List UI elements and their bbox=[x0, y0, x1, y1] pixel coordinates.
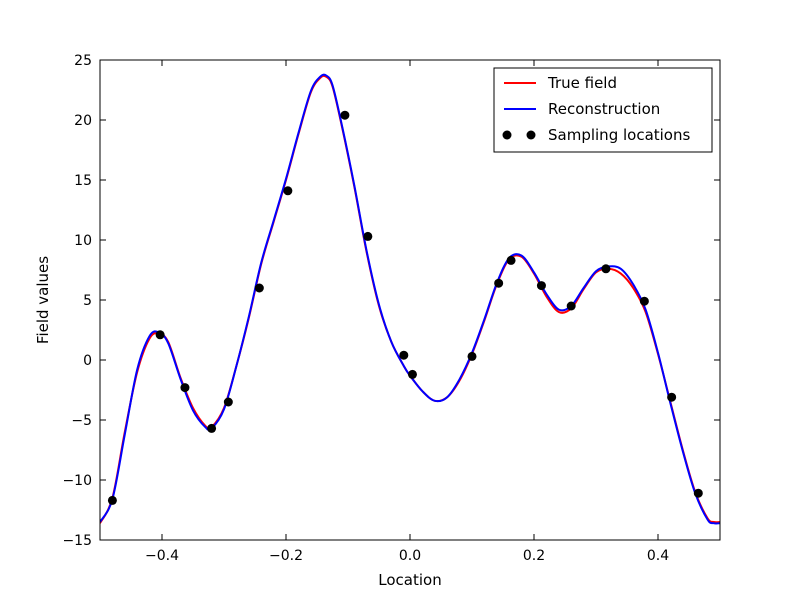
legend-label-sampling-locations: Sampling locations bbox=[548, 126, 690, 144]
sampling-point bbox=[467, 351, 477, 361]
sampling-point bbox=[283, 186, 293, 196]
y-tick-label: 10 bbox=[74, 233, 92, 249]
legend-swatch-sampling-dot-1 bbox=[502, 130, 512, 140]
y-tick-label: 0 bbox=[83, 353, 92, 369]
legend-label-true-field: True field bbox=[547, 74, 617, 92]
sampling-point bbox=[494, 278, 504, 288]
legend: True field Reconstruction Sampling locat… bbox=[493, 67, 713, 153]
series-line-reconstruction bbox=[100, 73, 720, 525]
x-axis-label: Location bbox=[378, 571, 441, 589]
sampling-point bbox=[107, 495, 117, 505]
x-tick-label: 0.2 bbox=[523, 548, 545, 564]
marker-layer bbox=[107, 110, 703, 505]
x-tick-label: −0.2 bbox=[269, 548, 303, 564]
x-tick-label: −0.4 bbox=[145, 548, 179, 564]
y-tick-label: 5 bbox=[83, 293, 92, 309]
sampling-point bbox=[180, 383, 190, 393]
sampling-point bbox=[207, 423, 217, 433]
sampling-point bbox=[340, 110, 350, 120]
sampling-point bbox=[536, 281, 546, 291]
y-tick-label: −5 bbox=[71, 413, 92, 429]
legend-label-reconstruction: Reconstruction bbox=[548, 100, 660, 118]
y-tick-label: −15 bbox=[62, 533, 92, 549]
sampling-point bbox=[566, 301, 576, 311]
sampling-point bbox=[693, 488, 703, 498]
sampling-point bbox=[363, 231, 373, 241]
x-tick-label: 0.4 bbox=[647, 548, 669, 564]
sampling-point bbox=[155, 330, 165, 340]
sampling-point bbox=[399, 350, 409, 360]
sampling-point bbox=[601, 264, 611, 274]
x-tick-label: 0.0 bbox=[399, 548, 421, 564]
legend-swatch-sampling-dot-2 bbox=[526, 130, 536, 140]
sampling-point bbox=[506, 255, 516, 265]
sampling-point bbox=[407, 369, 417, 379]
y-tick-label: 15 bbox=[74, 173, 92, 189]
sampling-point bbox=[254, 283, 264, 293]
sampling-point bbox=[639, 296, 649, 306]
tick-layer: −0.4 −0.2 0.0 0.2 0.4 −15 −10 −5 0 5 10 15 20 25 bbox=[62, 53, 720, 564]
y-tick-label: 20 bbox=[74, 113, 92, 129]
y-axis-label: Field values bbox=[34, 256, 52, 344]
y-tick-label: 25 bbox=[74, 53, 92, 69]
sampling-point bbox=[667, 392, 677, 402]
series-layer bbox=[100, 73, 720, 525]
sampling-point bbox=[223, 397, 233, 407]
y-tick-label: −10 bbox=[62, 473, 92, 489]
